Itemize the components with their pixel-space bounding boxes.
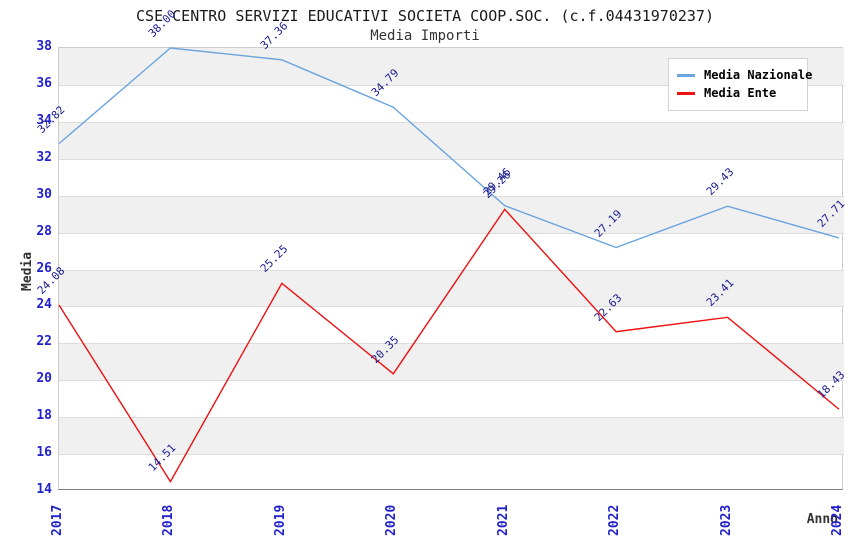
series-lines: [58, 47, 840, 483]
y-tick-label: 38: [36, 39, 52, 54]
legend-label-media-nazionale: Media Nazionale: [704, 68, 813, 82]
gridline: [59, 195, 844, 197]
x-tick-label: 2020: [384, 504, 400, 536]
grid-band: [59, 195, 844, 233]
x-tick-label: 2017: [50, 504, 65, 536]
grid-band: [59, 121, 844, 159]
gridline: [59, 269, 844, 271]
y-tick-label: 16: [36, 445, 52, 461]
gridline: [59, 306, 844, 308]
media-ente-swatch-icon: [677, 92, 695, 95]
gridline: [59, 380, 844, 382]
legend-label-media-ente: Media Ente: [704, 86, 777, 100]
x-tick-label: 2022: [607, 504, 623, 536]
y-tick-label: 32: [36, 149, 52, 165]
y-tick-label: 20: [36, 371, 52, 387]
x-axis-label: Anno: [806, 512, 838, 527]
grid-band: [59, 343, 844, 381]
x-tick-label: 2021: [495, 504, 511, 536]
legend: Media Nazionale Media Ente: [668, 58, 812, 111]
gridline: [59, 417, 844, 419]
y-tick-label: 18: [36, 408, 52, 424]
y-tick-label: 14: [36, 482, 52, 497]
y-tick-label: 36: [36, 75, 52, 91]
chart-title: CSE CENTRO SERVIZI EDUCATIVI SOCIETA COO…: [136, 7, 714, 25]
y-tick-label: 22: [36, 334, 52, 350]
x-tick-label: 2018: [161, 504, 177, 536]
legend-item-media-nazionale: Media Nazionale: [677, 68, 812, 83]
gridline: [59, 232, 844, 234]
chart-subtitle: Media Importi: [370, 28, 480, 44]
gridline: [59, 454, 844, 456]
y-tick-label: 28: [36, 223, 52, 239]
y-tick-label: 30: [36, 186, 52, 202]
y-tick-label: 24: [36, 297, 52, 313]
plot-area: [58, 47, 844, 490]
x-tick-label: 2019: [272, 504, 288, 536]
series-line-media-nazionale: [58, 47, 840, 249]
x-tick-label: 2024: [830, 504, 845, 536]
media-nazionale-swatch-icon: [677, 74, 695, 77]
legend-item-media-ente: Media Ente: [677, 86, 799, 101]
x-tick-label: 2023: [718, 504, 734, 536]
gridline: [59, 343, 844, 345]
series-line-media-ente: [58, 208, 840, 483]
y-tick-label: 26: [36, 260, 52, 276]
gridline: [59, 121, 844, 123]
y-tick-label: 34: [36, 112, 52, 128]
gridline: [59, 84, 844, 86]
